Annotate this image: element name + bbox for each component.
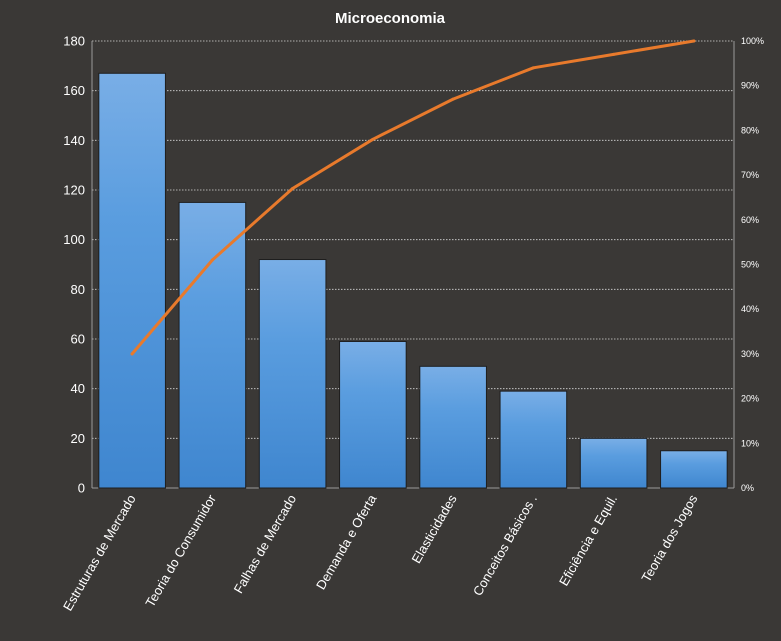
cumulative-point <box>130 352 134 356</box>
cumulative-point <box>451 97 455 101</box>
y-tick-label: 180 <box>63 34 85 49</box>
y-tick-label: 80 <box>71 282 85 297</box>
bar <box>419 365 487 489</box>
y2-tick-label: 60% <box>741 215 759 225</box>
cumulative-point <box>531 66 535 70</box>
bar <box>579 437 648 489</box>
y2-tick-label: 40% <box>741 304 759 314</box>
y-tick-label: 120 <box>63 183 85 198</box>
y-tick-label: 160 <box>63 83 85 98</box>
y2-tick-label: 30% <box>741 349 759 359</box>
cumulative-line <box>130 39 696 356</box>
x-tick-label: Teoria dos Jogos <box>638 492 700 585</box>
y-tick-label: 60 <box>71 332 85 347</box>
y2-tick-label: 80% <box>741 125 759 135</box>
y-tick-label: 100 <box>63 232 85 247</box>
x-tick-label: Falhas de Mercado <box>231 492 300 596</box>
x-tick-label: Teoria do Consumidor <box>142 491 219 609</box>
cumulative-point <box>692 39 696 43</box>
chart-title: Microeconomia <box>335 10 446 27</box>
y2-tick-label: 90% <box>741 81 759 91</box>
y2-tick-label: 10% <box>741 438 759 448</box>
x-tick-label: Elasticidades <box>408 492 460 566</box>
bar <box>178 201 247 489</box>
cumulative-point <box>612 52 616 56</box>
bar <box>258 259 327 489</box>
y2-tick-label: 0% <box>741 483 754 493</box>
x-tick-label: Eficiência e Equil. <box>556 492 620 588</box>
bar <box>98 72 166 489</box>
y2-tick-label: 50% <box>741 260 759 270</box>
y2-tick-label: 100% <box>741 36 764 46</box>
cumulative-point <box>291 187 295 191</box>
y-tick-label: 20 <box>71 431 85 446</box>
x-tick-label: Conceitos Básicos . <box>470 492 540 598</box>
y-tick-label: 0 <box>78 481 85 496</box>
x-tick-label: Estruturas de Mercado <box>60 492 139 613</box>
cumulative-point <box>371 137 375 141</box>
x-tick-label: Demanda e Oferta <box>313 491 380 592</box>
bar <box>660 450 728 489</box>
cumulative-point <box>210 258 214 262</box>
y-tick-label: 40 <box>71 381 85 396</box>
y2-tick-label: 70% <box>741 170 759 180</box>
bar <box>499 390 568 489</box>
y-tick-label: 140 <box>63 133 85 148</box>
y2-tick-label: 20% <box>741 394 759 404</box>
bar <box>339 340 407 489</box>
